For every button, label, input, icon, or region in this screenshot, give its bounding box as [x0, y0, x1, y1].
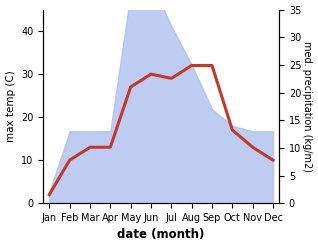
- Y-axis label: max temp (C): max temp (C): [5, 70, 16, 142]
- Y-axis label: med. precipitation (kg/m2): med. precipitation (kg/m2): [302, 41, 313, 172]
- X-axis label: date (month): date (month): [117, 228, 205, 242]
